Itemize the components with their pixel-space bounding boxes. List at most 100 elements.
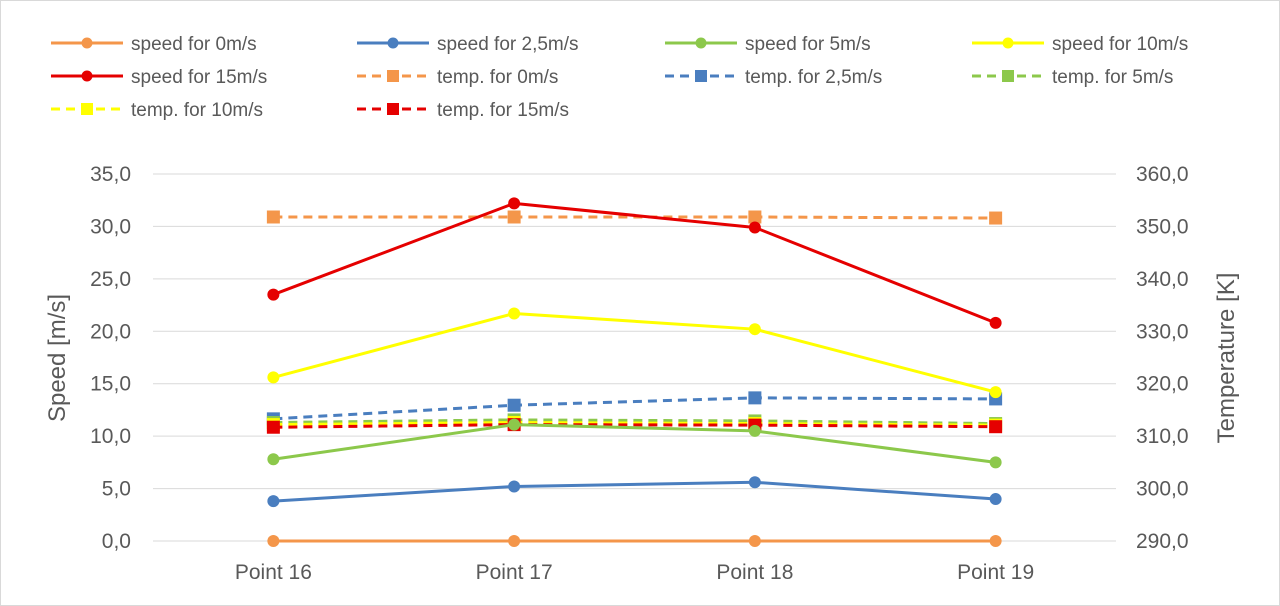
legend-swatch-marker (695, 37, 707, 49)
data-point (267, 495, 280, 508)
right-tick-label: 330,0 (1136, 320, 1189, 343)
data-point (508, 197, 521, 210)
legend-swatch-marker (1002, 70, 1014, 82)
x-axis-ticks: Point 16 Point 17 Point 18 Point 19 (235, 561, 1034, 584)
data-point (507, 398, 521, 412)
legend-entry: temp. for 5m/s (972, 67, 1173, 88)
series-temp-for-0m-s (266, 210, 1003, 225)
right-tick-label: 350,0 (1136, 215, 1189, 238)
right-tick-label: 360,0 (1136, 163, 1189, 186)
data-point (989, 211, 1003, 225)
data-point (267, 288, 280, 301)
legend-entry: speed for 5m/s (665, 34, 871, 55)
data-point (989, 535, 1002, 547)
right-tick-label: 310,0 (1136, 425, 1189, 448)
series-speed-for-5m-s (267, 418, 1002, 469)
left-axis-title: Speed [m/s] (44, 294, 71, 422)
left-tick-label: 10,0 (90, 425, 131, 448)
series-line (273, 215, 996, 220)
legend-swatch-marker (81, 70, 93, 82)
legend-entry: speed for 2,5m/s (357, 34, 579, 55)
legend-label: temp. for 10m/s (131, 100, 263, 121)
data-point (748, 221, 761, 234)
legend-label: temp. for 5m/s (1052, 67, 1173, 88)
right-tick-label: 290,0 (1136, 530, 1189, 553)
data-point (748, 476, 761, 489)
data-point (266, 210, 280, 224)
data-point (989, 316, 1002, 329)
left-tick-label: 35,0 (90, 163, 131, 186)
series-line (273, 396, 996, 421)
data-point (748, 323, 761, 336)
legend-entry: speed for 10m/s (972, 34, 1188, 55)
legend-entry: temp. for 2,5m/s (665, 67, 882, 88)
x-tick-label: Point 18 (716, 561, 793, 584)
data-point (748, 391, 762, 405)
legend-swatch-marker (387, 37, 399, 49)
legend-entry: speed for 0m/s (51, 34, 257, 55)
series-speed-for-15m-s (267, 197, 1002, 329)
data-point (267, 453, 280, 466)
data-point (508, 307, 521, 320)
data-point (507, 210, 521, 224)
data-point (989, 386, 1002, 399)
data-point (989, 456, 1002, 469)
legend-swatch-marker (81, 103, 93, 115)
legend-label: speed for 0m/s (131, 34, 257, 55)
left-tick-label: 30,0 (90, 215, 131, 238)
right-axis-ticks: 290,0 300,0 310,0 320,0 330,0 340,0 350,0 360,0 (1136, 163, 1189, 553)
left-axis-ticks: 0,0 5,0 10,0 15,0 20,0 25,0 30,0 35,0 (90, 163, 131, 553)
x-tick-label: Point 16 (235, 561, 312, 584)
legend-swatch-marker (81, 37, 93, 49)
legend-entry: speed for 15m/s (51, 67, 267, 88)
series-line (272, 201, 997, 325)
legend-label: speed for 2,5m/s (437, 34, 579, 55)
series-speed-for-2-5m-s (267, 476, 1002, 508)
data-point (508, 535, 521, 547)
series-line (273, 423, 996, 464)
legend-label: speed for 5m/s (745, 34, 871, 55)
data-point (989, 420, 1003, 434)
gridlines (153, 173, 1116, 542)
series-speed-for-10m-s (267, 307, 1002, 399)
legend-swatch-marker (387, 70, 399, 82)
legend-label: temp. for 2,5m/s (745, 67, 882, 88)
data-point (989, 493, 1002, 506)
legend-label: speed for 10m/s (1052, 34, 1188, 55)
data-point (748, 424, 761, 437)
right-tick-label: 320,0 (1136, 373, 1189, 396)
left-tick-label: 20,0 (90, 320, 131, 343)
right-tick-label: 340,0 (1136, 268, 1189, 291)
data-point (266, 420, 280, 434)
data-point (748, 210, 762, 224)
legend-swatch-marker (387, 103, 399, 115)
legend: speed for 0m/s speed for 2,5m/s speed for … (51, 34, 1188, 121)
right-axis-title: Temperature [K] (1213, 273, 1240, 444)
series-speed-for-0m-s (267, 535, 1002, 547)
legend-label: temp. for 15m/s (437, 100, 569, 121)
right-tick-label: 300,0 (1136, 478, 1189, 501)
series-line (273, 421, 996, 427)
left-tick-label: 25,0 (90, 268, 131, 291)
series-line (272, 311, 997, 394)
series-line (273, 480, 996, 503)
data-point (267, 371, 280, 384)
legend-label: speed for 15m/s (131, 67, 267, 88)
legend-entry: temp. for 10m/s (51, 100, 263, 121)
legend-swatch-marker (1002, 37, 1014, 49)
series-line (273, 418, 996, 426)
x-tick-label: Point 17 (476, 561, 553, 584)
x-tick-label: Point 19 (957, 561, 1034, 584)
legend-label: temp. for 0m/s (437, 67, 558, 88)
legend-entry: temp. for 15m/s (357, 100, 569, 121)
series-layer (266, 197, 1003, 547)
left-tick-label: 0,0 (102, 530, 131, 553)
data-point (508, 480, 521, 493)
series-line (273, 423, 996, 429)
legend-swatch-marker (695, 70, 707, 82)
data-point (748, 535, 761, 547)
left-tick-label: 5,0 (102, 478, 131, 501)
data-point (267, 535, 280, 547)
